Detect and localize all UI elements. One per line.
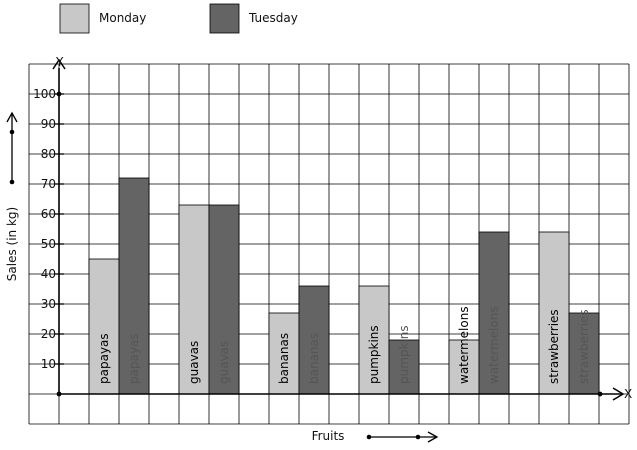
bar-label: guavas	[217, 341, 231, 384]
bar-label: guavas	[187, 341, 201, 384]
bar	[478, 231, 510, 395]
bar	[208, 204, 240, 395]
bar	[268, 312, 300, 395]
arrow-dot	[366, 434, 372, 440]
arrow-dot	[415, 434, 421, 440]
axis-point	[56, 391, 62, 397]
bar	[118, 177, 150, 395]
bar-label: watermelons	[457, 306, 471, 384]
y-tick-label: 30	[41, 297, 56, 311]
y-tick-label: 90	[41, 117, 56, 131]
axes: Y X 10 20 30 40 50 60 70 80 90 100 Sales (in kg) Frui…	[5, 55, 632, 443]
bar-label: strawberries	[577, 309, 591, 384]
bar-label: strawberries	[547, 309, 561, 384]
y-title-arrow-icon	[6, 111, 18, 123]
bar	[538, 231, 570, 395]
bar	[388, 339, 420, 395]
bar-label: pumpkins	[397, 325, 411, 384]
bars: papayas papayas guavas guavas bananas bananas…	[88, 177, 600, 395]
y-tick-label: 80	[41, 147, 56, 161]
axis-point	[597, 391, 603, 397]
y-tick-label: 10	[41, 357, 56, 371]
y-tick-label: 20	[41, 327, 56, 341]
y-axis-arrow-icon	[52, 58, 66, 70]
y-axis-title: Sales (in kg)	[5, 207, 19, 281]
bar	[568, 312, 600, 395]
x-title-arrow-icon	[427, 431, 439, 443]
bar-label: pumpkins	[367, 325, 381, 384]
y-tick-label: 50	[41, 237, 56, 251]
y-tick-label: 60	[41, 207, 56, 221]
bar-label: bananas	[307, 333, 321, 384]
bar	[88, 258, 120, 395]
bar-label: papayas	[127, 333, 141, 384]
legend-swatch	[209, 3, 240, 34]
bar-label: bananas	[277, 333, 291, 384]
y-tick-label: 100	[33, 87, 56, 101]
bar	[448, 339, 480, 395]
y-tick-label: 70	[41, 177, 56, 191]
bar-label: watermelons	[487, 306, 501, 384]
bar	[298, 285, 330, 395]
arrow-dot	[9, 179, 15, 185]
bar-label: papayas	[97, 333, 111, 384]
x-axis-arrow-icon	[612, 387, 625, 401]
legend: Monday Tuesday	[59, 3, 298, 34]
arrow-dot	[9, 129, 15, 135]
legend-label: Monday	[99, 11, 146, 25]
y-tick-label: 40	[41, 267, 56, 281]
legend-swatch	[59, 3, 90, 34]
y-axis-letter: Y	[55, 55, 64, 69]
x-axis-title: Fruits	[312, 429, 345, 443]
legend-label: Tuesday	[248, 11, 298, 25]
x-axis-letter: X	[624, 387, 632, 401]
